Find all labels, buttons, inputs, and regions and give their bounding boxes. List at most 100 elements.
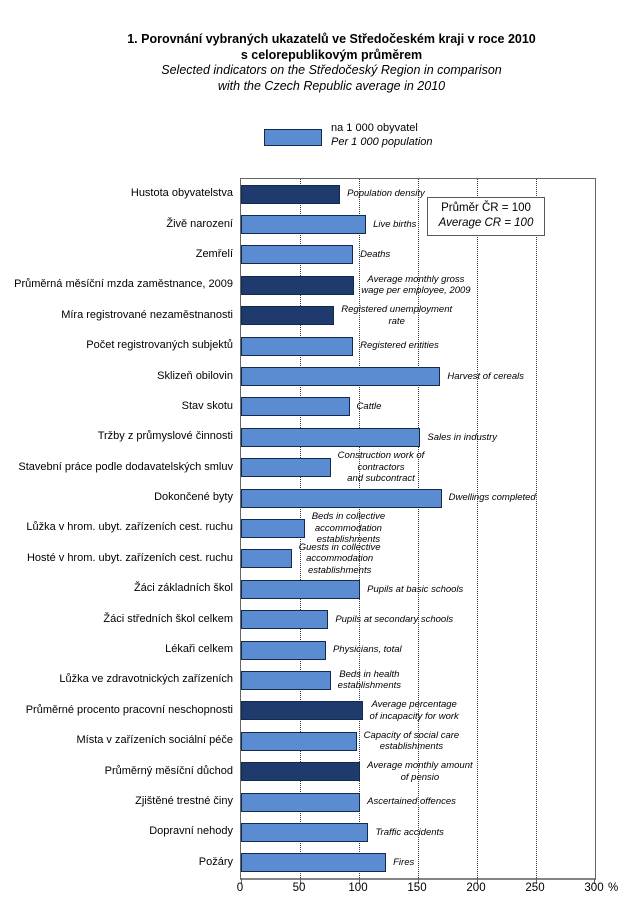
x-axis-unit-label: % xyxy=(608,882,619,894)
category-label-beds-health-establishments: Lůžka ve zdravotnických zařízeních xyxy=(59,673,233,686)
bar-annotation-pupils-secondary-schools: Pupils at secondary schools xyxy=(335,613,454,625)
bar-row-guests-collective-accommodation: Guests in collective accommodation estab… xyxy=(241,541,595,576)
legend-swatch xyxy=(264,129,322,146)
bar-physicians-total xyxy=(241,640,326,660)
category-label-pupils-secondary-schools: Žáci středních škol celkem xyxy=(103,612,233,625)
bar-annotation-social-care-capacity: Capacity of social care establishments xyxy=(363,729,460,753)
axis-tick-300 xyxy=(594,878,595,884)
bar-live-births xyxy=(241,215,367,235)
gridline-100 xyxy=(359,179,360,878)
bar-row-social-care-capacity: Capacity of social care establishments xyxy=(241,726,595,756)
axis-tick-200 xyxy=(477,878,478,884)
reference-note-en: Average CR = 100 xyxy=(438,217,534,229)
bar-cattle xyxy=(241,397,350,417)
gridline-250 xyxy=(536,179,537,878)
chart-title-block: 1. Porovnání vybraných ukazatelů ve Stře… xyxy=(30,32,633,94)
bar-annotation-beds-health-establishments: Beds in health establishments xyxy=(337,668,402,692)
category-label-ascertained-offences: Zjištěné trestné činy xyxy=(135,795,233,807)
category-label-social-care-capacity: Místa v zařízeních sociální péče xyxy=(76,734,233,747)
bar-beds-health-establishments xyxy=(241,670,331,690)
category-label-average-monthly-pension: Průměrný měsíční důchod xyxy=(104,764,233,777)
bar-population-density xyxy=(241,184,341,204)
bar-row-live-births: Live births xyxy=(241,209,595,239)
bar-row-average-monthly-pension: Average monthly amount of pensio xyxy=(241,756,595,786)
x-axis-tick-label-0: 0 xyxy=(236,882,244,894)
bar-row-cattle: Cattle xyxy=(241,392,595,422)
bar-annotation-cattle: Cattle xyxy=(356,401,382,413)
bar-row-beds-health-establishments: Beds in health establishments xyxy=(241,665,595,695)
bar-annotation-registered-entities: Registered entities xyxy=(360,340,439,352)
bar-row-sales-in-industry: Sales in industry xyxy=(241,422,595,452)
bar-pupils-basic-schools xyxy=(241,579,361,599)
bar-annotation-registered-unemployment-rate: Registered unemployment rate xyxy=(341,304,453,327)
bar-annotation-incapacity-for-work: Average percentage of incapacity for wor… xyxy=(369,699,459,722)
bar-average-monthly-pension xyxy=(241,762,361,782)
legend-label-en: Per 1 000 population xyxy=(331,135,433,148)
bar-annotation-average-monthly-pension: Average monthly amount of pensio xyxy=(367,760,473,783)
x-axis-tick-label-250: 250 xyxy=(525,882,545,894)
chart-subtitle-en-line2: with the Czech Republic average in 2010 xyxy=(217,78,446,93)
category-label-sales-in-industry: Tržby z průmyslové činnosti xyxy=(97,430,233,443)
bar-row-pupils-secondary-schools: Pupils at secondary schools xyxy=(241,604,595,634)
x-axis-tick-label-50: 50 xyxy=(292,882,306,894)
reference-note-box: Průměr ČR = 100 Average CR = 100 xyxy=(427,197,545,236)
bar-annotation-deaths: Deaths xyxy=(360,249,391,261)
bar-ascertained-offences xyxy=(241,792,361,812)
bar-annotation-ascertained-offences: Ascertained offences xyxy=(367,796,456,808)
bar-harvest-of-cereals xyxy=(241,367,441,387)
bar-annotation-avg-monthly-wage: Average monthly gross wage per employee,… xyxy=(361,273,471,297)
category-label-construction-work: Stavební práce podle dodavatelských smlu… xyxy=(18,460,233,473)
gridline-200 xyxy=(477,179,478,878)
axis-tick-50 xyxy=(300,878,301,884)
bar-construction-work xyxy=(241,458,331,478)
bar-annotation-dwellings-completed: Dwellings completed xyxy=(448,492,536,504)
bar-sales-in-industry xyxy=(241,427,421,447)
bar-dwellings-completed xyxy=(241,488,442,508)
category-label-registered-entities: Počet registrovaných subjektů xyxy=(86,339,233,352)
category-label-live-births: Živě narození xyxy=(166,217,233,230)
category-label-physicians-total: Lékaři celkem xyxy=(165,643,233,656)
bar-annotation-guests-collective-accommodation: Guests in collective accommodation estab… xyxy=(298,541,381,576)
bar-row-harvest-of-cereals: Harvest of cereals xyxy=(241,361,595,391)
bar-registered-unemployment-rate xyxy=(241,306,335,326)
bar-registered-entities xyxy=(241,336,354,356)
bar-row-incapacity-for-work: Average percentage of incapacity for wor… xyxy=(241,696,595,726)
plot-area: Population density Live births Deaths Avera… xyxy=(240,178,596,884)
bar-annotation-physicians-total: Physicians, total xyxy=(332,644,402,656)
bar-fires xyxy=(241,853,387,873)
x-axis-tick-label-300: 300 xyxy=(584,882,604,894)
legend-label-cs: na 1 000 obyvatel xyxy=(331,122,418,134)
bar-row-dwellings-completed: Dwellings completed xyxy=(241,483,595,513)
x-axis-labels: % 0 50 100 150 200 250 300 xyxy=(0,882,633,898)
bar-row-fires: Fires xyxy=(241,848,595,878)
bar-annotation-harvest-of-cereals: Harvest of cereals xyxy=(447,370,524,382)
category-label-pupils-basic-schools: Žáci základních škol xyxy=(133,582,233,595)
bar-row-physicians-total: Physicians, total xyxy=(241,635,595,665)
bar-annotation-live-births: Live births xyxy=(373,218,417,230)
bar-row-registered-unemployment-rate: Registered unemployment rate xyxy=(241,301,595,331)
x-axis-tick-label-100: 100 xyxy=(348,882,368,894)
bar-beds-collective-accommodation xyxy=(241,518,305,538)
axis-tick-150 xyxy=(418,878,419,884)
bar-annotation-beds-collective-accommodation: Beds in collective accommodation establi… xyxy=(311,511,386,546)
category-label-avg-monthly-wage: Průměrná měsíční mzda zaměstnance, 2009 xyxy=(14,278,233,291)
axis-tick-0 xyxy=(241,878,242,884)
bar-guests-collective-accommodation xyxy=(241,549,292,569)
bar-annotation-fires: Fires xyxy=(393,857,415,869)
chart-title-cs-line2: s celorepublikovým průměrem xyxy=(240,47,423,62)
category-label-beds-collective-accommodation: Lůžka v hrom. ubyt. zařízeních cest. ruc… xyxy=(26,521,233,534)
category-label-registered-unemployment-rate: Míra registrované nezaměstnanosti xyxy=(61,308,233,321)
reference-note-cs: Průměr ČR = 100 xyxy=(441,202,531,214)
bar-avg-monthly-wage xyxy=(241,275,355,295)
bar-row-pupils-basic-schools: Pupils at basic schools xyxy=(241,574,595,604)
category-label-cattle: Stav skotu xyxy=(181,399,233,412)
bar-row-construction-work: Construction work of contractors and sub… xyxy=(241,450,595,484)
category-label-population-density: Hustota obyvatelstva xyxy=(130,187,233,200)
x-axis-tick-label-200: 200 xyxy=(466,882,486,894)
bar-row-avg-monthly-wage: Average monthly gross wage per employee,… xyxy=(241,270,595,300)
bar-row-ascertained-offences: Ascertained offences xyxy=(241,787,595,817)
bar-row-traffic-accidents: Traffic accidents xyxy=(241,817,595,847)
bar-social-care-capacity xyxy=(241,731,357,751)
bar-row-deaths: Deaths xyxy=(241,240,595,270)
